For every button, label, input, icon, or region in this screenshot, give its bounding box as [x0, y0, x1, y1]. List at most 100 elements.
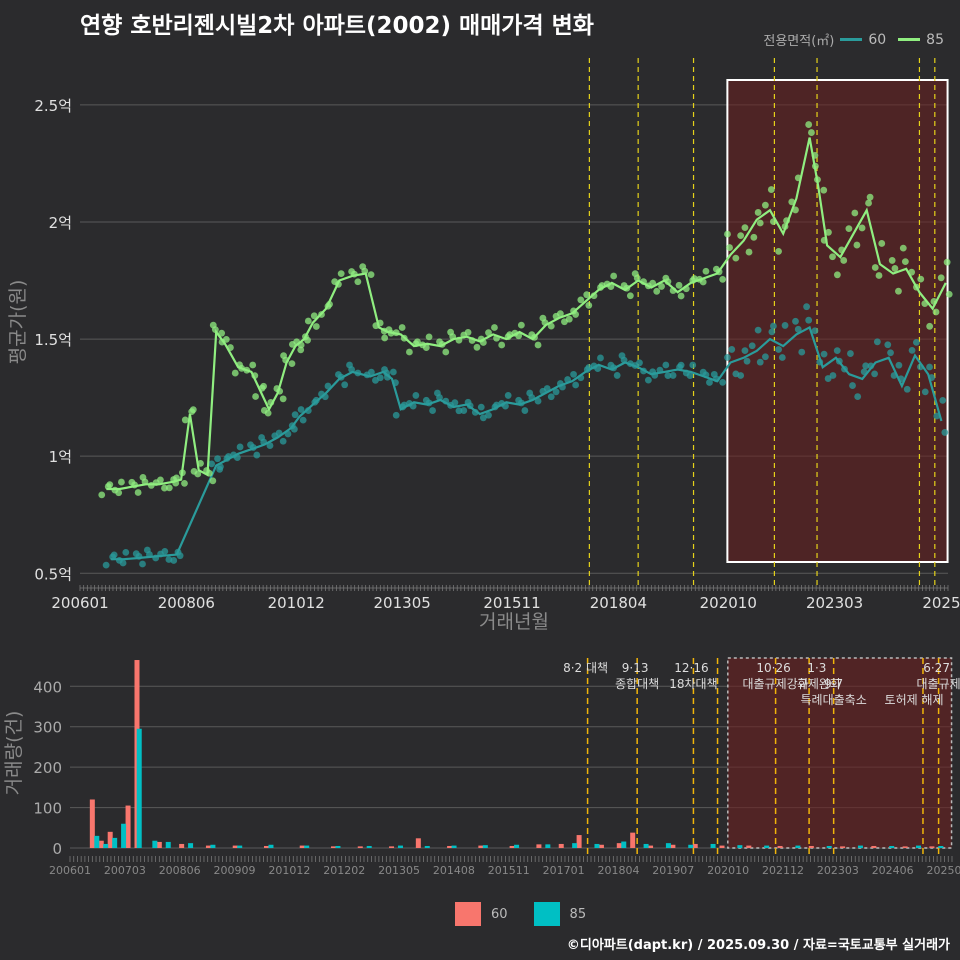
volume-bar-60 — [902, 846, 908, 848]
series-line-85 — [106, 137, 947, 491]
scatter-point-60 — [926, 363, 933, 371]
policy-annotation: 18차대책 — [669, 676, 717, 691]
volume-bar-60 — [179, 843, 185, 848]
scatter-point-85 — [845, 225, 853, 233]
scatter-point-60 — [176, 552, 184, 560]
x-tick-label: 201202 — [323, 864, 365, 877]
scatter-point-85 — [833, 271, 841, 279]
scatter-point-60 — [279, 437, 287, 445]
volume-bar-60 — [648, 845, 654, 848]
volume-bar-85 — [482, 845, 488, 848]
scatter-point-60 — [724, 354, 731, 361]
scatter-point-85 — [181, 479, 188, 487]
legend-swatch-60 — [840, 38, 863, 41]
scatter-point-60 — [775, 346, 782, 353]
scatter-point-60 — [266, 442, 274, 449]
scatter-point-60 — [389, 368, 397, 376]
volume-bar-85 — [335, 845, 341, 848]
y-tick-label: 1.5억 — [34, 331, 72, 349]
x-tick-label: 2025 — [922, 594, 960, 612]
volume-bar-60 — [447, 845, 453, 848]
volume-bar-85 — [916, 845, 922, 848]
scatter-point-85 — [498, 341, 506, 349]
scatter-point-85 — [926, 322, 934, 330]
scatter-point-85 — [134, 489, 142, 496]
scatter-point-60 — [768, 328, 776, 336]
scatter-point-85 — [858, 224, 866, 232]
scatter-point-85 — [534, 341, 542, 349]
scatter-point-60 — [756, 358, 764, 366]
x-tick-label: 200703 — [104, 864, 146, 877]
scatter-point-60 — [710, 370, 718, 378]
legend-box-60 — [455, 902, 481, 926]
scatter-point-85 — [631, 270, 639, 278]
scatter-point-60 — [170, 557, 178, 564]
volume-bar-60 — [389, 846, 395, 848]
scatter-point-60 — [903, 385, 911, 393]
scatter-point-60 — [504, 392, 512, 399]
volume-bar-85 — [94, 835, 100, 848]
volume-bar-85 — [938, 845, 944, 848]
scatter-point-60 — [102, 561, 110, 569]
scatter-point-85 — [359, 263, 367, 270]
x-tick-label: 200909 — [214, 864, 256, 877]
scatter-point-85 — [188, 408, 196, 416]
scatter-point-85 — [547, 322, 555, 330]
volume-bar-60 — [670, 844, 676, 848]
scatter-point-85 — [280, 352, 287, 360]
policy-annotation: 9·13 — [622, 661, 649, 675]
scatter-point-85 — [209, 321, 217, 329]
volume-bar-60 — [107, 831, 113, 848]
scatter-point-85 — [304, 336, 311, 344]
x-tick-label: 201804 — [597, 864, 639, 877]
scatter-point-60 — [534, 397, 542, 405]
scatter-point-60 — [613, 372, 621, 379]
scatter-point-60 — [485, 411, 492, 419]
volume-bar-60 — [808, 845, 814, 848]
scatter-point-60 — [921, 388, 929, 396]
scatter-point-60 — [455, 407, 463, 415]
y-axis-title: 거래량(건) — [3, 711, 25, 796]
scatter-point-85 — [139, 473, 147, 481]
scatter-point-85 — [288, 360, 296, 368]
x-tick-label: 200601 — [51, 594, 108, 612]
y-tick-label: 100 — [33, 800, 62, 818]
x-tick-label: 202406 — [872, 864, 914, 877]
scatter-point-85 — [840, 257, 848, 264]
scatter-point-60 — [291, 411, 299, 419]
scatter-point-60 — [871, 370, 879, 378]
scatter-point-60 — [299, 416, 307, 424]
scatter-point-85 — [761, 201, 769, 209]
scatter-point-85 — [577, 296, 585, 304]
x-tick-label: 202010 — [700, 594, 757, 612]
volume-bar-85 — [514, 844, 520, 848]
scatter-point-60 — [743, 357, 751, 365]
scatter-point-85 — [767, 186, 775, 193]
scatter-point-60 — [479, 414, 487, 422]
scatter-point-85 — [719, 275, 727, 283]
scatter-point-85 — [756, 219, 764, 227]
scatter-point-85 — [805, 121, 813, 128]
volume-bar-85 — [795, 845, 801, 848]
scatter-point-85 — [264, 409, 272, 417]
scatter-point-60 — [422, 396, 430, 404]
scatter-point-60 — [644, 376, 652, 384]
volume-bar-85 — [710, 843, 716, 848]
scatter-point-85 — [565, 315, 573, 323]
volume-bar-85 — [165, 841, 171, 848]
y-tick-label: 1억 — [49, 448, 72, 466]
volume-bar-85 — [826, 845, 832, 848]
volume-bar-85 — [112, 837, 118, 848]
scatter-point-85 — [732, 254, 740, 262]
volume-bar-85 — [121, 823, 127, 848]
scatter-point-60 — [862, 362, 870, 370]
volume-bar-60 — [616, 843, 622, 848]
scatter-point-85 — [436, 338, 443, 346]
volume-bar-85 — [572, 843, 578, 848]
legend-swatch-85 — [898, 38, 921, 41]
volume-bar-60 — [576, 835, 582, 848]
scatter-point-60 — [570, 370, 577, 378]
scatter-point-60 — [618, 352, 626, 360]
x-tick-label: 202112 — [762, 864, 804, 877]
scatter-point-85 — [901, 258, 909, 266]
